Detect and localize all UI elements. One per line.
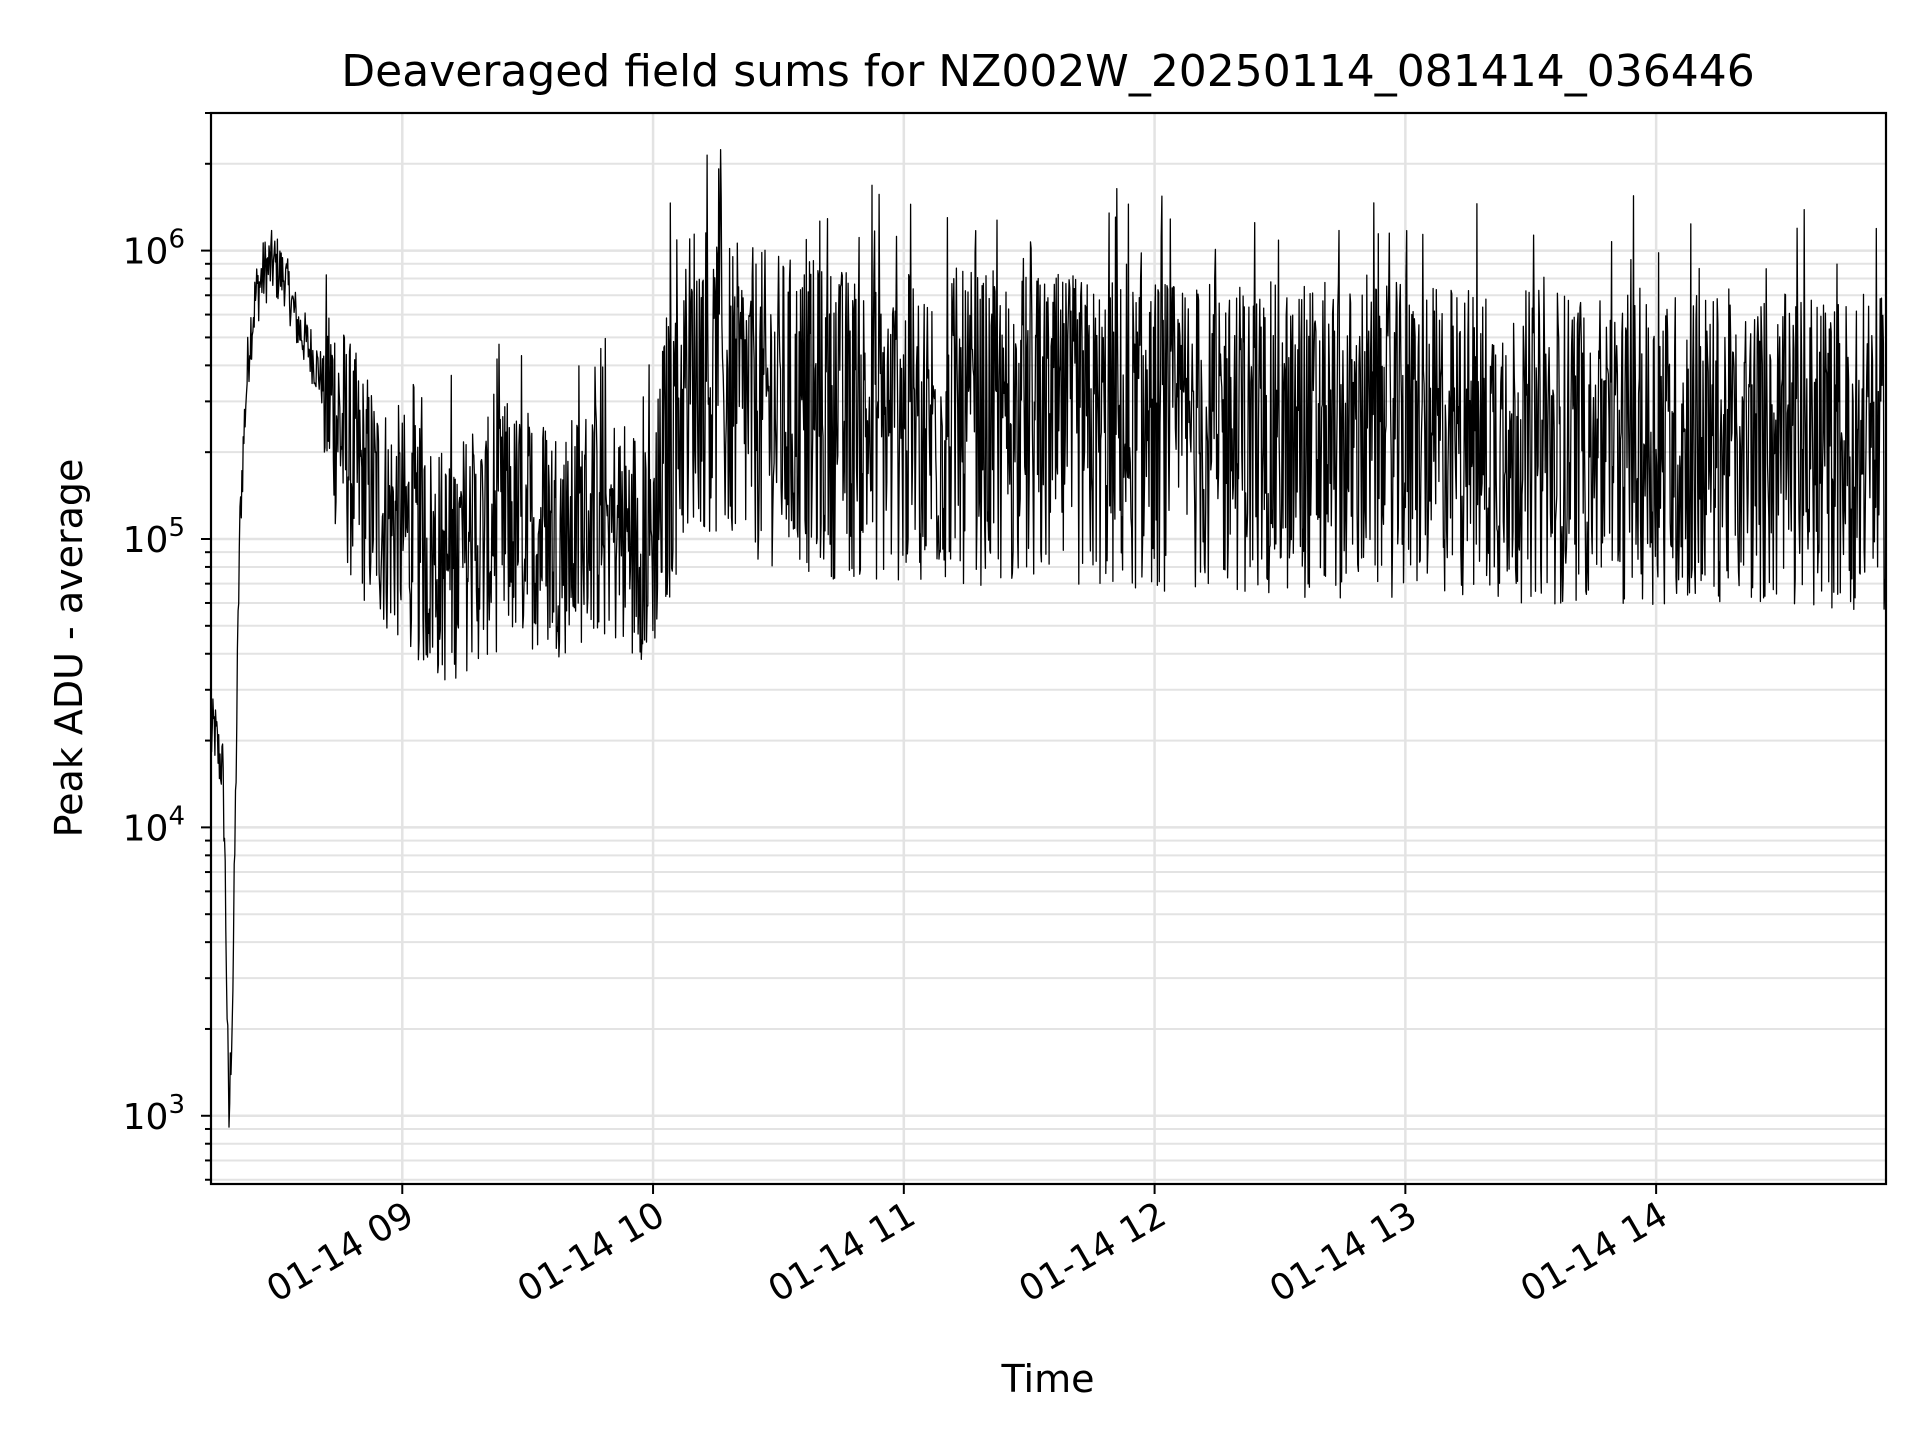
- plot-frame: [209, 111, 1888, 1186]
- y-tick-labels: 103 104 105 106: [123, 225, 185, 1138]
- y-tick-label: 106: [123, 225, 185, 273]
- plot-area: [211, 149, 1886, 1128]
- series-line: [211, 149, 1886, 1128]
- chart-title: Deaveraged field sums for NZ002W_2025011…: [341, 46, 1754, 97]
- y-tick-label: 105: [123, 513, 185, 561]
- x-axis-label: Time: [1001, 1357, 1095, 1401]
- y-tick-label: 104: [123, 801, 185, 849]
- y-tick-label: 103: [123, 1090, 185, 1138]
- y-axis-label: Peak ADU - average: [47, 459, 91, 838]
- axis-ticks: [201, 112, 1658, 1194]
